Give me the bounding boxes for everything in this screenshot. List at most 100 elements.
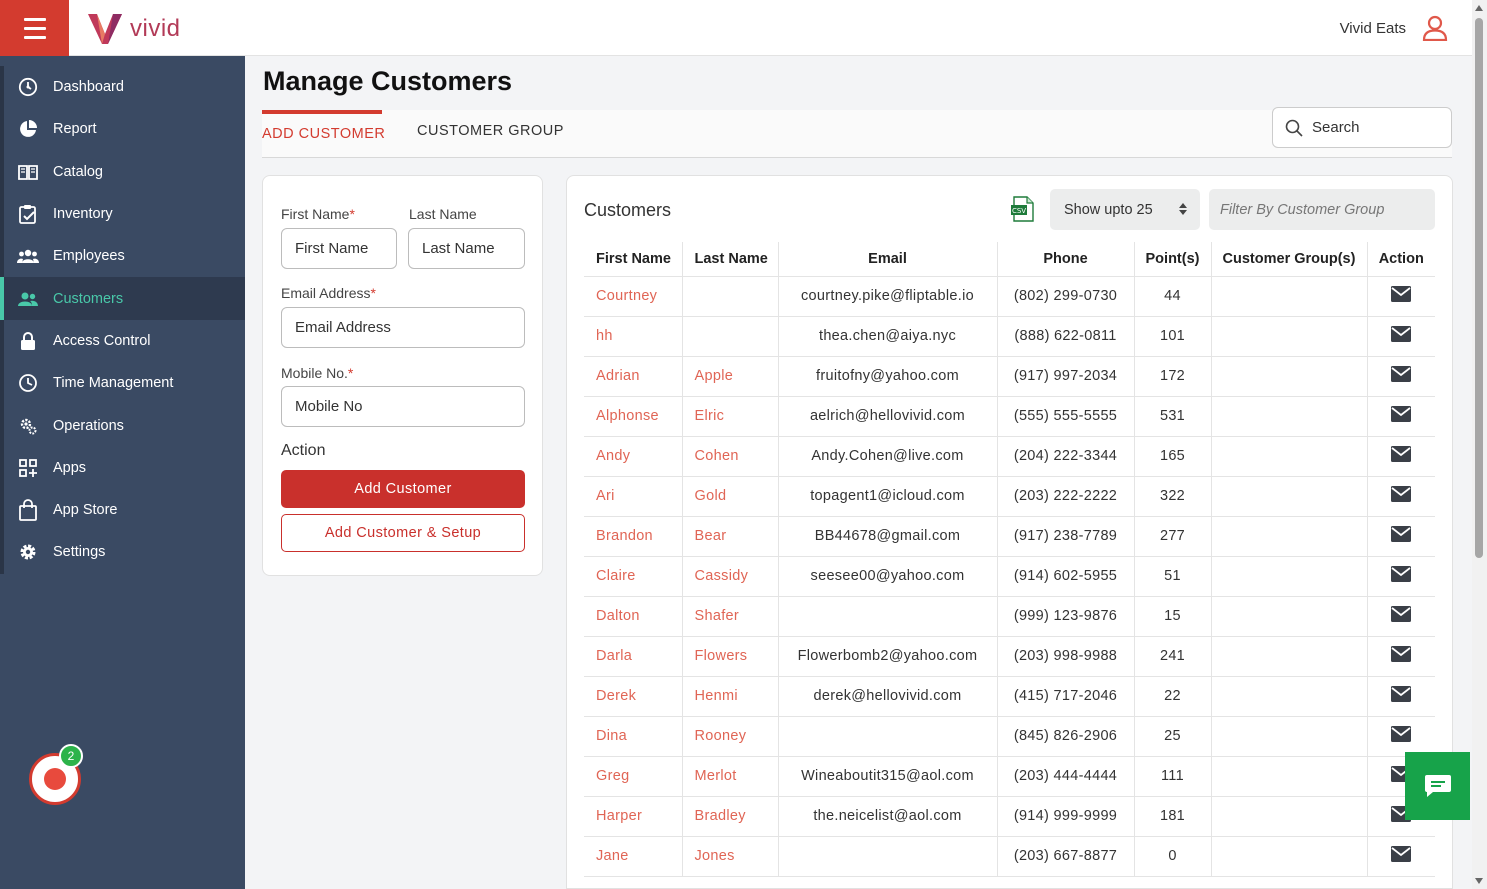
customer-last-name[interactable]: Elric bbox=[682, 396, 779, 437]
sidebar-item-catalog[interactable]: Catalog bbox=[4, 151, 245, 193]
customer-email: Andy.Cohen@live.com bbox=[778, 436, 998, 477]
customer-points: 111 bbox=[1134, 756, 1212, 797]
email-envelope-icon[interactable] bbox=[1391, 846, 1412, 866]
customer-last-name[interactable]: Cassidy bbox=[682, 556, 779, 597]
email-envelope-icon[interactable] bbox=[1391, 646, 1412, 666]
menu-toggle-button[interactable] bbox=[0, 0, 69, 56]
customer-last-name[interactable]: Henmi bbox=[682, 676, 779, 717]
email-envelope-icon[interactable] bbox=[1391, 566, 1412, 586]
customer-first-name[interactable]: Jane bbox=[584, 836, 683, 877]
customer-first-name[interactable]: Darla bbox=[584, 636, 683, 677]
customer-last-name[interactable]: Merlot bbox=[682, 756, 779, 797]
customer-first-name[interactable]: Claire bbox=[584, 556, 683, 597]
customer-last-name[interactable]: Flowers bbox=[682, 636, 779, 677]
sidebar-item-inventory[interactable]: Inventory bbox=[4, 193, 245, 235]
customers-table: First Name Last Name Email Phone Point(s… bbox=[584, 242, 1435, 877]
customer-last-name[interactable]: Shafer bbox=[682, 596, 779, 637]
sidebar-item-apps[interactable]: Apps bbox=[4, 447, 245, 489]
row-action bbox=[1367, 476, 1435, 517]
add-customer-setup-button[interactable]: Add Customer & Setup bbox=[281, 514, 525, 552]
column-header[interactable]: Last Name bbox=[682, 242, 779, 277]
customer-last-name[interactable]: Bradley bbox=[682, 796, 779, 837]
customer-last-name[interactable]: Rooney bbox=[682, 716, 779, 757]
email-envelope-icon[interactable] bbox=[1391, 606, 1412, 626]
customer-phone: (845) 826-2906 bbox=[997, 716, 1135, 757]
sidebar-item-employees[interactable]: Employees bbox=[4, 235, 245, 277]
customer-first-name[interactable]: Dina bbox=[584, 716, 683, 757]
email-envelope-icon[interactable] bbox=[1391, 326, 1412, 346]
customer-phone: (917) 238-7789 bbox=[997, 516, 1135, 557]
customer-first-name[interactable]: Harper bbox=[584, 796, 683, 837]
customer-first-name[interactable]: Greg bbox=[584, 756, 683, 797]
customer-group-filter[interactable] bbox=[1209, 189, 1435, 230]
column-header[interactable]: Customer Group(s) bbox=[1211, 242, 1368, 277]
add-customer-button[interactable]: Add Customer bbox=[281, 470, 525, 508]
sidebar-item-time-management[interactable]: Time Management bbox=[4, 362, 245, 404]
sidebar-item-settings[interactable]: Settings bbox=[4, 531, 245, 573]
hamburger-line bbox=[23, 35, 46, 39]
column-header[interactable]: Email bbox=[778, 242, 998, 277]
column-header[interactable]: Phone bbox=[997, 242, 1135, 277]
first-name-field[interactable] bbox=[281, 228, 397, 269]
column-header[interactable]: First Name bbox=[584, 242, 683, 277]
table-row: Andy Cohen Andy.Cohen@live.com (204) 222-33… bbox=[584, 436, 1435, 477]
last-name-field[interactable] bbox=[408, 228, 525, 269]
customer-last-name[interactable]: Jones bbox=[682, 836, 779, 877]
sidebar-item-label: Operations bbox=[53, 417, 124, 434]
sidebar-item-access-control[interactable]: Access Control bbox=[4, 320, 245, 362]
customer-first-name[interactable]: Alphonse bbox=[584, 396, 683, 437]
chat-button[interactable] bbox=[1405, 752, 1470, 820]
required-mark: * bbox=[370, 285, 376, 301]
csv-export-icon[interactable]: CSV bbox=[1011, 196, 1035, 227]
record-button[interactable] bbox=[29, 753, 81, 805]
customer-last-name[interactable]: Apple bbox=[682, 356, 779, 397]
sidebar-item-customers[interactable]: Customers bbox=[0, 277, 245, 321]
sidebar-item-dashboard[interactable]: Dashboard bbox=[4, 66, 245, 108]
customer-first-name[interactable]: Andy bbox=[584, 436, 683, 477]
search-input[interactable]: Search bbox=[1272, 107, 1452, 148]
customer-first-name[interactable]: Ari bbox=[584, 476, 683, 517]
tab-customer-group[interactable]: CUSTOMER GROUP bbox=[417, 123, 564, 139]
customer-last-name[interactable] bbox=[682, 276, 779, 317]
column-header[interactable]: Point(s) bbox=[1134, 242, 1212, 277]
customer-last-name[interactable]: Gold bbox=[682, 476, 779, 517]
mobile-field[interactable] bbox=[281, 386, 525, 427]
customer-first-name[interactable]: Adrian bbox=[584, 356, 683, 397]
customer-first-name[interactable]: Brandon bbox=[584, 516, 683, 557]
email-field[interactable] bbox=[281, 307, 525, 348]
scroll-down-arrow[interactable] bbox=[1475, 878, 1483, 884]
sidebar-item-operations[interactable]: Operations bbox=[4, 404, 245, 446]
app-logo[interactable]: vivid bbox=[86, 12, 181, 46]
user-icon[interactable] bbox=[1422, 15, 1448, 41]
page-scrollbar[interactable] bbox=[1472, 0, 1487, 889]
email-envelope-icon[interactable] bbox=[1391, 406, 1412, 426]
email-envelope-icon[interactable] bbox=[1391, 446, 1412, 466]
scroll-thumb[interactable] bbox=[1475, 18, 1483, 558]
customer-last-name[interactable] bbox=[682, 316, 779, 357]
email-envelope-icon[interactable] bbox=[1391, 726, 1412, 746]
customer-first-name[interactable]: Derek bbox=[584, 676, 683, 717]
email-envelope-icon[interactable] bbox=[1391, 686, 1412, 706]
customer-first-name[interactable]: Courtney bbox=[584, 276, 683, 317]
customer-group bbox=[1211, 636, 1368, 677]
customer-last-name[interactable]: Bear bbox=[682, 516, 779, 557]
customer-first-name[interactable]: hh bbox=[584, 316, 683, 357]
email-envelope-icon[interactable] bbox=[1391, 366, 1412, 386]
email-envelope-icon[interactable] bbox=[1391, 286, 1412, 306]
customer-last-name[interactable]: Cohen bbox=[682, 436, 779, 477]
tab-add-customer[interactable]: ADD CUSTOMER bbox=[262, 126, 386, 142]
customer-points: 531 bbox=[1134, 396, 1212, 437]
customer-first-name[interactable]: Dalton bbox=[584, 596, 683, 637]
customer-points: 241 bbox=[1134, 636, 1212, 677]
sidebar-item-label: Customers bbox=[53, 290, 124, 307]
row-action bbox=[1367, 396, 1435, 437]
table-row: Dina Rooney (845) 826-2906 25 bbox=[584, 716, 1435, 757]
page-size-select[interactable]: Show upto 25 bbox=[1050, 189, 1200, 230]
scroll-up-arrow[interactable] bbox=[1475, 5, 1483, 11]
email-envelope-icon[interactable] bbox=[1391, 526, 1412, 546]
sidebar-item-report[interactable]: Report bbox=[4, 108, 245, 150]
column-header: Action bbox=[1367, 242, 1435, 277]
record-dot-icon bbox=[44, 768, 66, 790]
sidebar-item-app-store[interactable]: App Store bbox=[4, 489, 245, 531]
email-envelope-icon[interactable] bbox=[1391, 486, 1412, 506]
